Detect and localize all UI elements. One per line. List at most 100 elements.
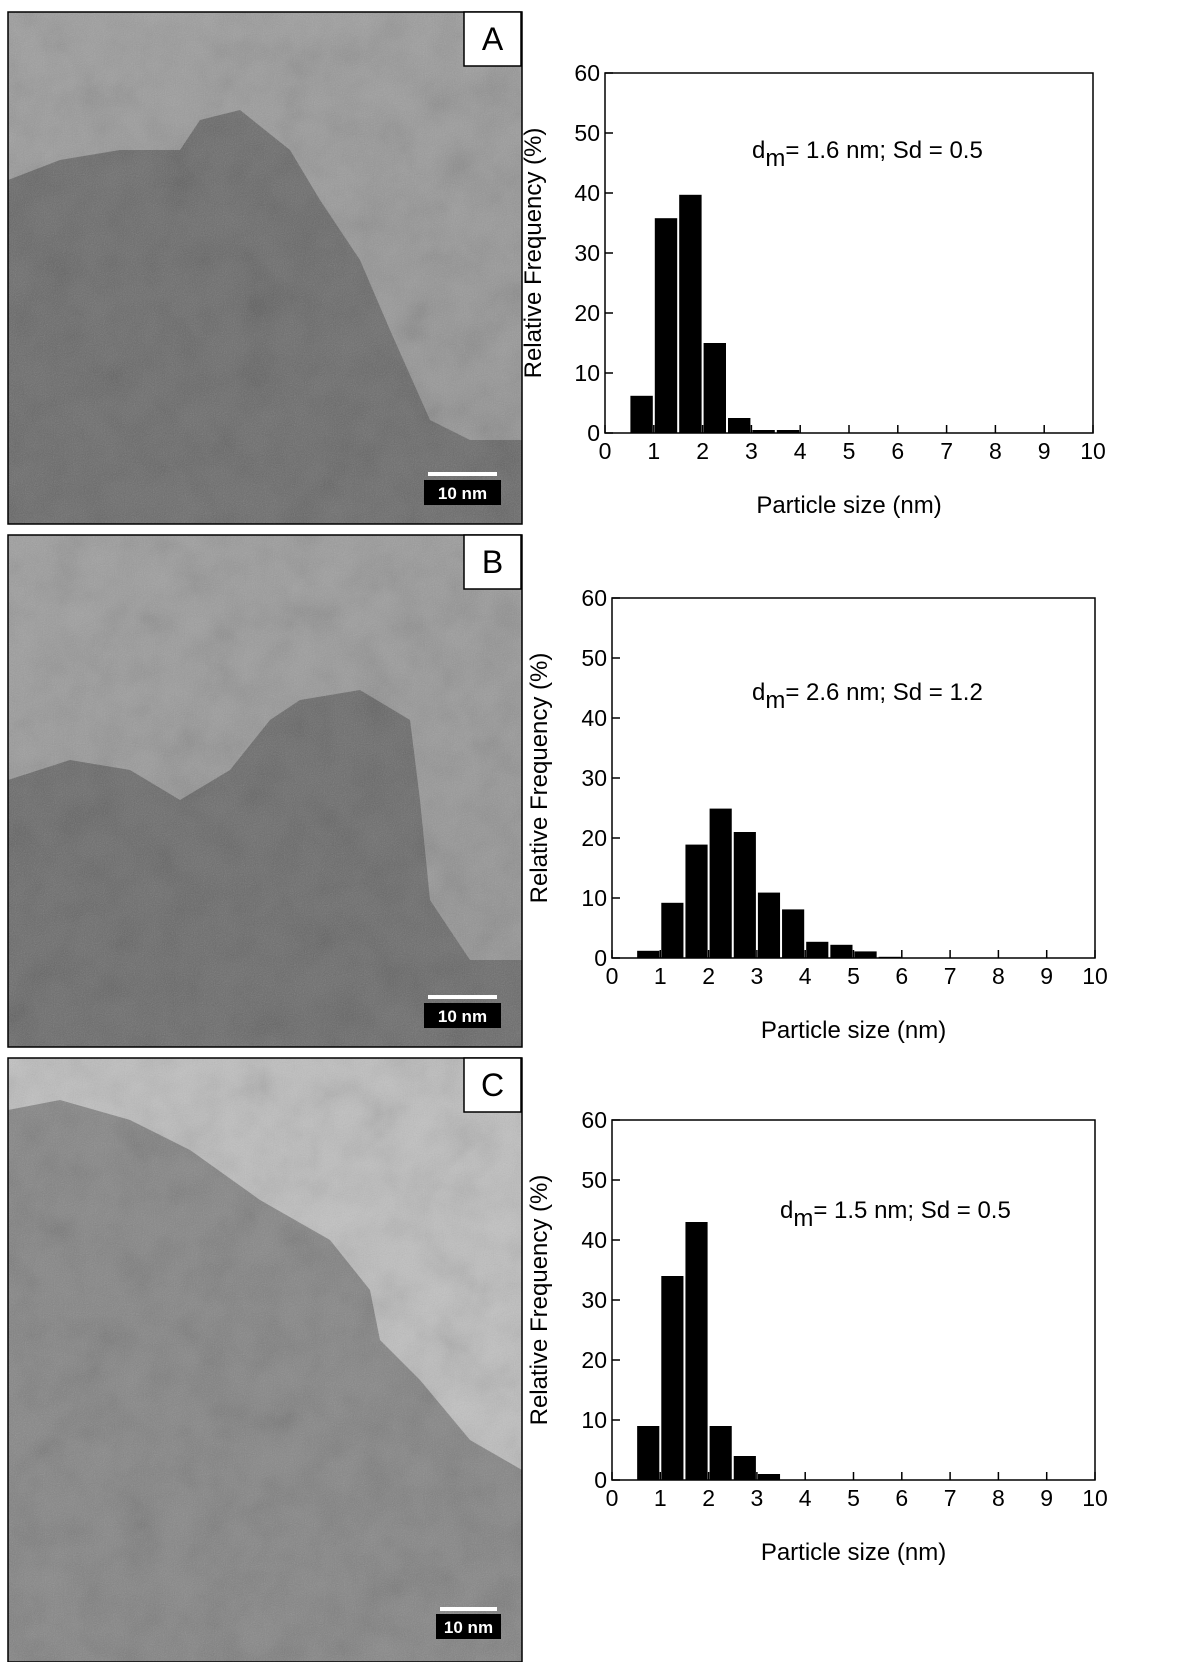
micrograph-grain — [8, 535, 522, 1047]
bar — [679, 194, 702, 433]
bar — [733, 1456, 756, 1480]
x-tick-label: 0 — [606, 963, 619, 989]
panel-label-box — [463, 1057, 522, 1113]
y-tick-label: 30 — [581, 1287, 607, 1313]
y-tick-label: 50 — [581, 645, 607, 671]
scale-bar-label: 10 nm — [438, 1007, 487, 1026]
panel-label-box — [463, 534, 522, 590]
x-tick-label: 7 — [940, 438, 953, 464]
scale-bar-box — [436, 1614, 501, 1639]
x-tick-label: 0 — [606, 1485, 619, 1511]
x-tick-label: 1 — [647, 438, 660, 464]
x-tick-label: 9 — [1040, 1485, 1053, 1511]
x-tick-label: 2 — [702, 1485, 715, 1511]
micrograph — [8, 1058, 522, 1662]
y-tick-label: 0 — [587, 420, 600, 446]
y-tick-label: 30 — [581, 765, 607, 791]
scale-bar-label: 10 nm — [438, 484, 487, 503]
annotation: dm= 2.6 nm; Sd = 1.2 — [752, 679, 983, 714]
y-tick-label: 40 — [581, 705, 607, 731]
panel-label: C — [481, 1067, 504, 1103]
bar — [709, 808, 732, 958]
micrograph-grain — [8, 12, 522, 524]
bar — [757, 892, 781, 958]
annotation-symbol: d — [752, 137, 765, 164]
annotation-text: = 1.6 nm; Sd = 0.5 — [785, 137, 982, 164]
x-axis-title: Particle size (nm) — [761, 1539, 946, 1566]
bar — [685, 1222, 708, 1480]
x-tick-label: 9 — [1038, 438, 1051, 464]
scale-bar-box — [424, 480, 501, 505]
annotation: dm= 1.6 nm; Sd = 0.5 — [752, 137, 983, 172]
x-tick-label: 5 — [843, 438, 856, 464]
y-tick-label: 50 — [574, 120, 600, 146]
panel-label: A — [482, 21, 504, 57]
y-tick-label: 10 — [581, 885, 607, 911]
plot-frame — [611, 1119, 1096, 1481]
x-tick-label: 6 — [891, 438, 904, 464]
annotation-text: = 1.5 nm; Sd = 0.5 — [813, 1197, 1010, 1224]
x-tick-label: 1 — [654, 963, 667, 989]
annotation-subscript: m — [793, 1205, 813, 1232]
bar — [752, 430, 775, 433]
x-tick-label: 8 — [992, 963, 1005, 989]
x-tick-label: 10 — [1080, 438, 1106, 464]
micrograph-frame — [7, 1057, 523, 1662]
y-tick-label: 60 — [581, 1107, 607, 1133]
y-tick-label: 60 — [574, 60, 600, 86]
y-tick-label: 0 — [594, 1467, 607, 1493]
y-tick-label: 60 — [581, 585, 607, 611]
bar — [733, 832, 756, 958]
bar — [782, 909, 805, 958]
annotation-symbol: d — [780, 1197, 793, 1224]
micrograph-frame — [7, 534, 523, 1048]
y-tick-label: 40 — [574, 180, 600, 206]
x-tick-label: 0 — [599, 438, 612, 464]
x-tick-label: 5 — [847, 963, 860, 989]
bar — [661, 1276, 684, 1480]
bar — [654, 218, 678, 433]
y-tick-label: 50 — [581, 1167, 607, 1193]
micrograph-grain — [8, 1058, 522, 1662]
x-tick-label: 4 — [799, 1485, 812, 1511]
bar — [685, 844, 708, 958]
bar — [709, 1426, 732, 1480]
x-tick-label: 8 — [989, 438, 1002, 464]
annotation-subscript: m — [765, 687, 785, 714]
x-axis-title: Particle size (nm) — [761, 1017, 946, 1044]
y-tick-label: 20 — [581, 1347, 607, 1373]
x-tick-label: 3 — [751, 1485, 764, 1511]
x-tick-label: 3 — [751, 963, 764, 989]
x-tick-label: 10 — [1082, 1485, 1108, 1511]
y-tick-label: 40 — [581, 1227, 607, 1253]
x-tick-label: 5 — [847, 1485, 860, 1511]
y-axis-title: Relative Frequency (%) — [526, 653, 553, 904]
bar — [757, 1474, 781, 1480]
x-tick-label: 10 — [1082, 963, 1108, 989]
annotation-text: = 2.6 nm; Sd = 1.2 — [785, 679, 982, 706]
bar — [776, 430, 800, 433]
y-tick-label: 0 — [594, 945, 607, 971]
bar — [637, 1426, 660, 1480]
scale-bar-label: 10 nm — [444, 1618, 493, 1637]
x-tick-label: 4 — [799, 963, 812, 989]
bar — [661, 902, 684, 958]
x-tick-label: 4 — [794, 438, 807, 464]
x-tick-label: 9 — [1040, 963, 1053, 989]
micrograph — [8, 535, 522, 1047]
bar — [830, 944, 853, 958]
annotation-subscript: m — [765, 145, 785, 172]
y-tick-label: 30 — [574, 240, 600, 266]
x-tick-label: 2 — [702, 963, 715, 989]
x-tick-label: 3 — [745, 438, 758, 464]
bar — [703, 343, 726, 433]
y-axis-title: Relative Frequency (%) — [520, 128, 547, 379]
bar — [630, 395, 653, 433]
x-tick-label: 6 — [895, 963, 908, 989]
micrograph-frame — [7, 11, 523, 525]
y-tick-label: 20 — [574, 300, 600, 326]
x-tick-label: 7 — [944, 1485, 957, 1511]
y-tick-label: 20 — [581, 825, 607, 851]
x-tick-label: 8 — [992, 1485, 1005, 1511]
